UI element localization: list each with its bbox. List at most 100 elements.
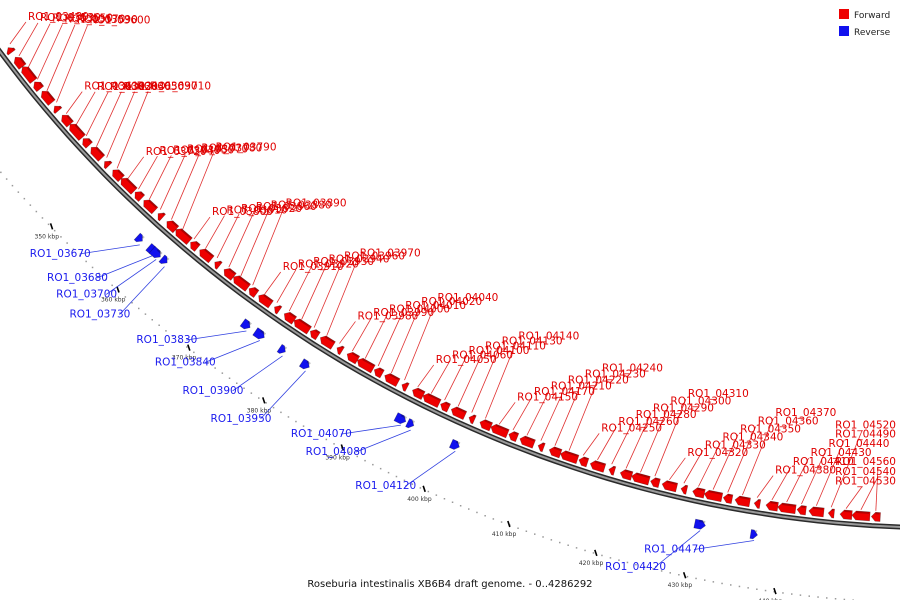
forward-gene-label: RO1_04040 <box>437 292 498 304</box>
forward-gene <box>384 373 401 388</box>
reverse-gene <box>252 327 267 340</box>
forward-gene <box>214 260 223 270</box>
forward-gene-label: RO1_04060 <box>452 350 513 362</box>
reverse-gene <box>133 232 145 243</box>
legend: Forward Reverse <box>839 9 891 38</box>
forward-gene <box>548 446 563 459</box>
forward-gene <box>357 357 376 374</box>
forward-gene <box>508 431 520 443</box>
forward-gene <box>560 450 580 465</box>
scale-tick-label: 350 kbp <box>35 233 60 240</box>
scale-tick-label: 360 kbp <box>101 297 126 304</box>
scale-tick-label: 440 kbp <box>758 598 783 600</box>
scale-tick-label: 380 kbp <box>247 407 272 414</box>
forward-gene <box>175 228 193 246</box>
forward-gene-label: RO1_03880 <box>271 199 332 211</box>
reverse-gene-label: RO1_04420 <box>605 561 666 573</box>
forward-gene <box>608 465 617 476</box>
forward-gene <box>808 506 825 518</box>
forward-gene-label: RO1_04320 <box>687 447 748 459</box>
reverse-gene-label: RO1_03950 <box>211 413 272 425</box>
forward-gene-label: RO1_04210 <box>551 380 612 392</box>
forward-gene-label: RO1_03800 <box>212 206 273 218</box>
forward-gene <box>346 351 361 365</box>
gene-features <box>6 47 881 540</box>
forward-gene-label: RO1_04010 <box>405 300 466 312</box>
scale-tick-label: 420 kbp <box>579 560 604 567</box>
scale-tick-label: 390 kbp <box>325 455 350 462</box>
forward-gene <box>319 335 336 350</box>
forward-gene-label: RO1_04380 <box>775 465 836 477</box>
scale-tick-label: 430 kbp <box>668 582 693 589</box>
forward-gene <box>578 456 590 468</box>
genome-backbone <box>0 47 900 530</box>
scale-tick <box>594 549 598 557</box>
forward-gene <box>309 329 321 341</box>
forward-gene <box>21 66 38 84</box>
forward-gene-label: RO1_03720 <box>146 146 207 158</box>
forward-gene-label: RO1_04310 <box>688 388 749 400</box>
forward-gene <box>33 81 45 93</box>
forward-gene <box>631 472 651 486</box>
reverse-gene <box>405 418 415 429</box>
reverse-gene <box>393 412 407 425</box>
forward-gene-label: RO1_04520 <box>835 419 896 431</box>
forward-gene-label: RO1_04530 <box>835 476 896 488</box>
forward-gene-label: RO1_03920 <box>298 259 359 271</box>
forward-gene <box>190 241 201 252</box>
forward-gene-label: RO1_03890 <box>286 197 347 209</box>
forward-gene <box>753 499 762 509</box>
legend-reverse-label: Reverse <box>854 28 891 38</box>
scale-tick <box>422 485 426 493</box>
forward-gene-label: RO1_03740 <box>159 145 220 157</box>
forward-gene-label: RO1_03600 <box>89 14 150 26</box>
forward-gene <box>412 387 426 401</box>
forward-gene <box>82 138 93 149</box>
map-caption: Roseburia intestinalis XB6B4 draft genom… <box>307 579 592 590</box>
label-leaders <box>9 21 879 568</box>
forward-gene <box>519 435 536 449</box>
forward-gene <box>722 493 734 505</box>
scale-tick <box>507 520 511 528</box>
legend-reverse-swatch <box>839 26 849 36</box>
forward-gene-label: RO1_04440 <box>828 438 889 450</box>
forward-gene <box>422 393 442 409</box>
forward-gene <box>450 406 468 421</box>
scale-tick-label: 400 kbp <box>407 496 432 503</box>
forward-gene-label: RO1_04130 <box>502 336 563 348</box>
forward-gene-label: RO1_03930 <box>313 256 374 268</box>
forward-gene-label: RO1_04300 <box>670 395 731 407</box>
reverse-gene-label: RO1_03840 <box>155 357 216 369</box>
forward-gene-label: RO1_04330 <box>705 439 766 451</box>
forward-gene <box>589 460 607 473</box>
reverse-gene-label: RO1_04070 <box>291 428 352 440</box>
reverse-gene-label: RO1_03700 <box>56 288 117 300</box>
forward-gene <box>69 123 86 142</box>
forward-gene <box>336 345 345 356</box>
forward-gene-label: RO1_03530 <box>40 12 101 24</box>
forward-gene-label: RO1_04250 <box>601 422 662 434</box>
reverse-gene <box>693 518 706 530</box>
forward-gene-label: RO1_04100 <box>469 345 530 357</box>
reverse-gene-label: RO1_03670 <box>30 248 91 260</box>
forward-gene <box>839 509 853 520</box>
forward-gene-label: RO1_03960 <box>344 251 405 263</box>
forward-gene <box>827 508 835 519</box>
reverse-gene-label: RO1_03680 <box>47 272 108 284</box>
forward-gene-label: RO1_04260 <box>618 416 679 428</box>
forward-gene <box>61 114 74 128</box>
forward-gene-label: RO1_03750 <box>173 144 234 156</box>
forward-gene <box>112 169 125 183</box>
forward-gene <box>40 90 56 106</box>
forward-gene-label: RO1_04360 <box>758 415 819 427</box>
forward-gene-label: RO1_03780 <box>201 143 262 155</box>
reverse-gene <box>298 358 311 370</box>
forward-gene-label: RO1_04000 <box>389 304 450 316</box>
forward-gene-label: RO1_04560 <box>835 456 896 468</box>
reverse-gene <box>158 254 170 265</box>
forward-gene-label: RO1_03650 <box>123 81 184 93</box>
forward-gene <box>468 414 477 425</box>
reverse-gene-label: RO1_04120 <box>355 480 416 492</box>
